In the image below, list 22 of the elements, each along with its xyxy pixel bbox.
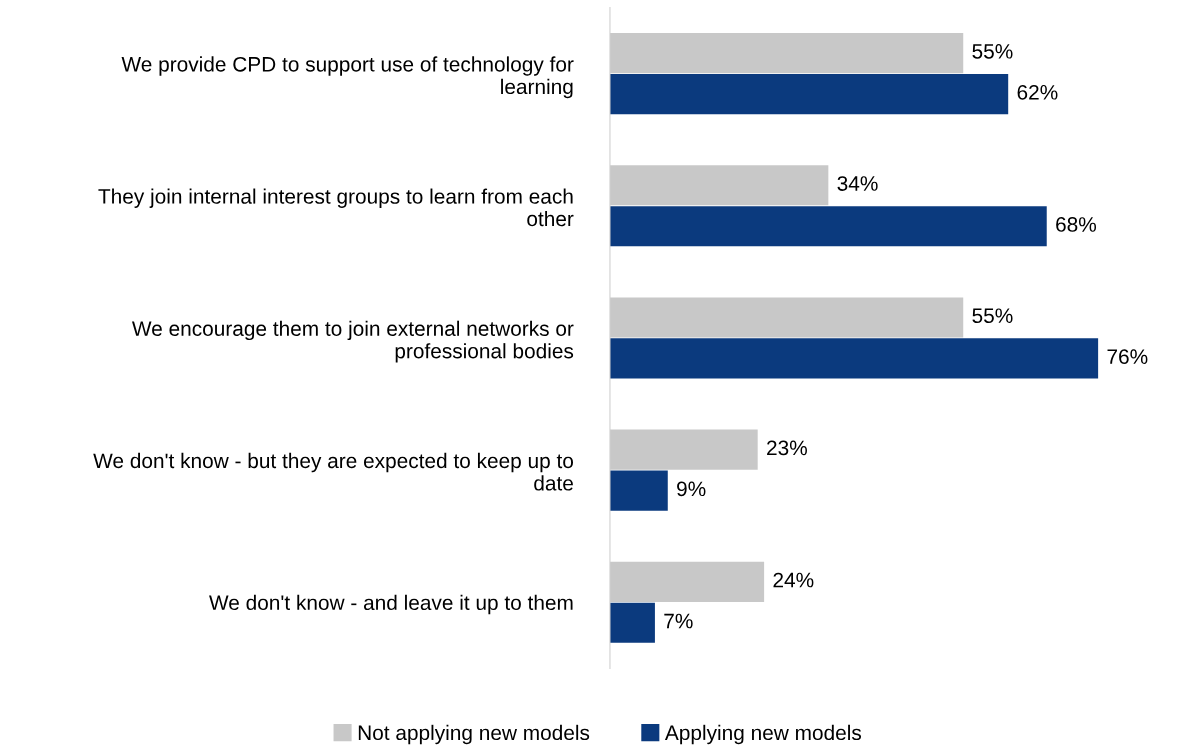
data-label: 55% xyxy=(972,308,1013,324)
bar xyxy=(609,206,1047,247)
data-label: 23% xyxy=(767,440,807,456)
data-label: 68% xyxy=(1056,217,1097,232)
data-label: 9% xyxy=(677,481,706,497)
bar xyxy=(609,338,1099,379)
y-tick-label: We provide CPD to support use of technology for learning xyxy=(121,56,574,99)
data-label: 55% xyxy=(972,44,1013,59)
bar xyxy=(609,602,655,643)
y-tick-label: We encourage them to join external networks or professional bodies xyxy=(131,320,574,363)
y-tick-label: We don't know - but they are expected to keep up to date xyxy=(93,452,574,491)
y-tick-label: They join internal interest groups to learn from each other xyxy=(98,188,574,227)
data-label: 62% xyxy=(1017,84,1058,100)
bar xyxy=(609,470,668,511)
bar xyxy=(609,74,1009,115)
data-label: 34% xyxy=(837,176,878,191)
data-label: 24% xyxy=(773,572,814,588)
y-tick-label: We don't know - and leave it up to them xyxy=(209,594,573,615)
data-label: 7% xyxy=(664,613,693,629)
data-label: 76% xyxy=(1107,349,1148,365)
legend-label: Not applying new models xyxy=(358,724,590,745)
legend-label: Applying new models xyxy=(664,724,862,745)
